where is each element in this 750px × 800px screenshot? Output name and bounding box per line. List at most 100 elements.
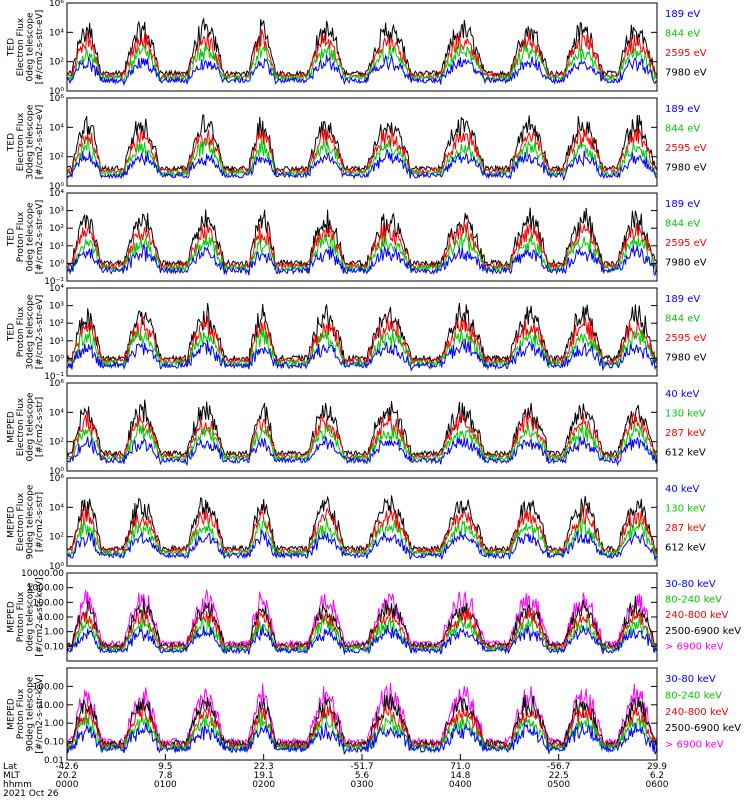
- legend-entry: 2595 eV: [665, 48, 707, 59]
- trace-130-kev: [66, 421, 658, 463]
- y-tick-label: 10⁰: [49, 354, 64, 364]
- x-tick-label: 0300: [351, 780, 374, 790]
- y-tick-label: 10⁰: [49, 182, 64, 192]
- x-tick-label: -42.6: [55, 762, 79, 772]
- y-axis-label: MEPED Electron Flux 0deg telescope [#/cm2-s…: [7, 392, 46, 462]
- y-tick-label: 10⁴: [49, 123, 64, 133]
- y-axis-label-line: MEPED: [7, 411, 17, 443]
- legend-entry: 189 eV: [665, 9, 700, 20]
- y-axis-label-line: [#/cm2-s-str]: [35, 492, 45, 552]
- y-axis-label: TED Proton Flux 0deg telescope [#/cm2-s-str…: [7, 200, 46, 275]
- trace-189-ev: [66, 339, 658, 373]
- y-axis-label-line: 30deg telescope: [26, 294, 36, 369]
- y-axis-label-line: Electron Flux: [16, 112, 26, 171]
- trace-2500-6900-kev: [66, 595, 658, 651]
- y-tick-label: 10⁶: [49, 474, 64, 484]
- x-tick-label: 22.3: [254, 762, 274, 772]
- legend-entry: 2500-6900 keV: [665, 723, 741, 734]
- y-axis-label-line: Proton Flux: [16, 688, 26, 739]
- panel-frame: [66, 382, 658, 472]
- trace-40-kev: [66, 436, 658, 467]
- y-tick-label: 10²: [49, 153, 64, 163]
- legend-entry: 287 keV: [665, 523, 706, 534]
- x-tick-label: 0600: [646, 780, 669, 790]
- legend-entry: 2595 eV: [665, 333, 707, 344]
- legend-entry: 240-800 keV: [665, 707, 729, 718]
- trace-2595-ev: [66, 29, 658, 82]
- y-tick-label: 10²: [49, 533, 64, 543]
- y-axis-label-line: TED: [7, 323, 17, 342]
- x-tick-label: 71.0: [450, 762, 470, 772]
- trace-189-ev: [66, 54, 658, 87]
- y-tick-label: 10²: [49, 224, 64, 234]
- legend-entry: 612 keV: [665, 448, 706, 459]
- y-axis-label-line: 0deg telescope: [26, 582, 36, 652]
- trace--6900-kev: [66, 589, 658, 649]
- legend-entry: 2595 eV: [665, 238, 707, 249]
- y-tick-label: 10⁴: [49, 284, 64, 294]
- y-axis-label-line: 90deg telescope: [26, 484, 36, 559]
- legend-entry: 30-80 keV: [665, 674, 716, 685]
- x-tick-label: 0500: [547, 780, 570, 790]
- x-tick-label: 19.1: [254, 771, 274, 781]
- y-tick-label: 10⁴: [49, 28, 64, 38]
- y-tick-label: 10.00: [38, 613, 64, 623]
- plot-date: 2021 Oct 26: [3, 789, 59, 799]
- trace-7980-ev: [66, 207, 658, 269]
- y-axis-label-line: MEPED: [7, 506, 17, 538]
- x-tick-label: 29.9: [647, 762, 667, 772]
- legend-entry: 189 eV: [665, 104, 700, 115]
- legend-entry: 2500-6900 keV: [665, 626, 741, 637]
- panel-frame: [66, 287, 658, 377]
- x-tick-label: 9.5: [158, 762, 172, 772]
- x-tick-label: 0400: [449, 780, 472, 790]
- trace-844-ev: [66, 137, 658, 178]
- x-tick-label: 7.8: [158, 771, 173, 781]
- legend-entry: 30-80 keV: [665, 579, 716, 590]
- x-tick-label: -51.7: [350, 762, 373, 772]
- y-tick-label: 10000.00: [21, 569, 64, 579]
- y-tick-label: 10²: [49, 58, 64, 68]
- y-axis-label-line: 30deg telescope: [26, 104, 36, 179]
- y-axis-label-line: Proton Flux: [16, 591, 26, 642]
- y-axis-label-line: Electron Flux: [16, 397, 26, 456]
- y-axis-label-line: [#/cm2-s-str-eV]: [35, 295, 45, 370]
- y-tick-label: 100.00: [33, 598, 65, 608]
- legend-entry: 7980 eV: [665, 353, 707, 364]
- y-axis-label-line: 90deg telescope: [26, 676, 36, 751]
- y-tick-label: 10⁰: [49, 467, 64, 477]
- legend-entry: 130 keV: [665, 504, 706, 515]
- legend-entry: 844 eV: [665, 219, 700, 230]
- x-tick-label: 0000: [56, 780, 79, 790]
- y-axis-label-line: Electron Flux: [16, 17, 26, 76]
- legend-entry: 612 keV: [665, 543, 706, 554]
- trace-612-kev: [66, 399, 658, 460]
- y-axis-label: MEPED Proton Flux 90deg telescope [#/cm2-s-…: [7, 674, 46, 753]
- x-tick-label: 0200: [252, 780, 275, 790]
- legend-entry: 189 eV: [665, 294, 700, 305]
- legend-entry: > 6900 keV: [665, 641, 724, 652]
- panel-frame: [66, 572, 658, 662]
- legend-entry: 40 keV: [665, 484, 699, 495]
- y-axis-label-line: Proton Flux: [16, 306, 26, 357]
- y-tick-label: 10⁶: [49, 94, 64, 104]
- y-axis-label-line: TED: [7, 38, 17, 57]
- y-tick-label: 1000.00: [27, 584, 64, 594]
- x-tick-label: 6.2: [650, 771, 664, 781]
- y-tick-label: 10⁰: [49, 87, 64, 97]
- y-axis-label-line: [#/cm2-s-str-eV]: [35, 105, 45, 180]
- y-axis-label: MEPED Proton Flux 0deg telescope [#/cm2-s-s…: [7, 577, 46, 656]
- trace-844-ev: [66, 232, 658, 275]
- legend-entry: 844 eV: [665, 314, 700, 325]
- y-tick-label: 10⁴: [49, 503, 64, 513]
- y-axis-label-line: [#/cm2-s-str-eV]: [35, 200, 45, 275]
- y-tick-label: 10⁶: [49, 379, 64, 389]
- x-row-label: MLT: [3, 771, 21, 781]
- panel-frame: [66, 2, 658, 92]
- trace-189-ev: [66, 148, 657, 182]
